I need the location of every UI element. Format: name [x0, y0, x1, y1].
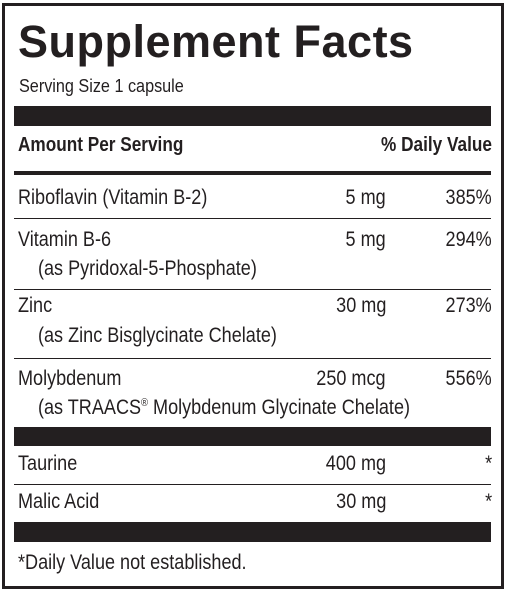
row-divider — [14, 289, 491, 290]
nutrient-daily-value: 294% — [445, 228, 492, 251]
nutrient-amount: 250 mcg — [316, 367, 386, 390]
thick-bar-bottom — [14, 522, 491, 542]
nutrient-name: Taurine — [18, 452, 78, 475]
amount-per-serving-header: Amount Per Serving — [18, 134, 184, 156]
nutrient-name: Zinc — [18, 294, 53, 317]
nutrient-daily-value: * — [484, 490, 492, 513]
nutrient-source: (as Pyridoxal-5-Phosphate) — [38, 257, 257, 280]
thick-bar-top — [14, 106, 491, 126]
supplement-facts-panel — [2, 3, 504, 589]
nutrient-source: (as TRAACS® Molybdenum Glycinate Chelate… — [38, 395, 410, 421]
nutrient-source: (as Zinc Bisglycinate Chelate) — [38, 324, 277, 347]
row-divider — [14, 358, 491, 359]
nutrient-name: Malic Acid — [18, 490, 100, 513]
nutrient-daily-value: 556% — [445, 367, 492, 390]
nutrient-name: Molybdenum — [18, 367, 122, 390]
thick-bar-middle — [14, 427, 491, 446]
row-divider — [14, 218, 491, 219]
footnote: *Daily Value not established. — [18, 551, 247, 574]
nutrient-amount: 5 mg — [345, 186, 386, 209]
nutrient-daily-value: 273% — [445, 294, 492, 317]
source-prefix: (as TRAACS — [38, 396, 142, 419]
serving-size: Serving Size 1 capsule — [19, 76, 184, 96]
nutrient-amount: 30 mg — [335, 294, 386, 317]
nutrient-name: Riboflavin (Vitamin B-2) — [18, 186, 208, 209]
header-rule — [14, 171, 491, 175]
nutrient-amount: 5 mg — [345, 228, 386, 251]
nutrient-name: Vitamin B-6 — [18, 228, 112, 251]
nutrient-amount: 400 mg — [325, 452, 386, 475]
nutrient-daily-value: * — [484, 452, 492, 475]
source-suffix: Molybdenum Glycinate Chelate) — [148, 396, 411, 419]
nutrient-daily-value: 385% — [445, 186, 492, 209]
daily-value-header: % Daily Value — [381, 134, 492, 156]
registered-mark: ® — [141, 397, 149, 409]
row-divider — [14, 484, 491, 485]
label-title: Supplement Facts — [18, 16, 414, 67]
nutrient-amount: 30 mg — [335, 490, 386, 513]
